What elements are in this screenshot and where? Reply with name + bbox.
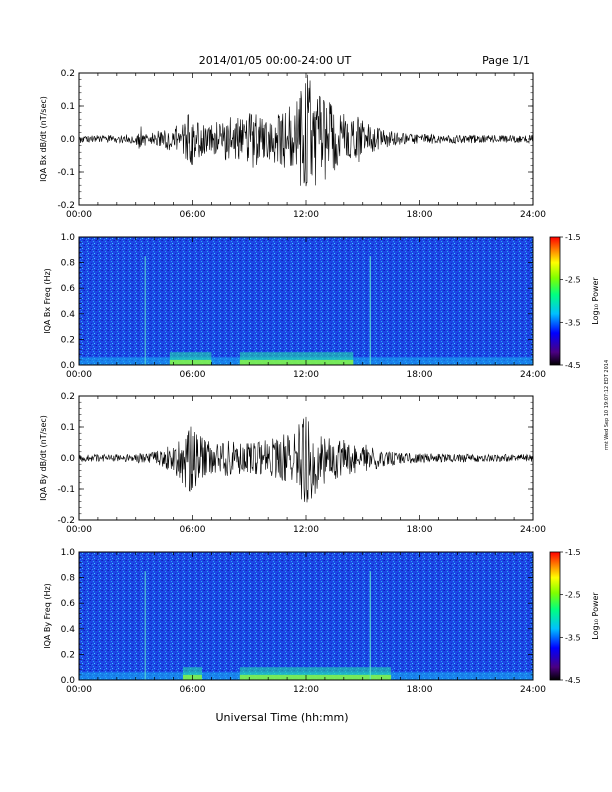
- y-axis-label: IQA Bx dB/dt (nT/sec): [39, 96, 48, 182]
- x-tick-labels: 00:00 06:00 12:00 18:00 24:00: [66, 525, 546, 535]
- trace: [78, 416, 534, 503]
- panel-by-dbdt: 0.2 0.1 0.0 -0.1 -0.2 00:00 06:00 12:00 18:00 24…: [39, 392, 546, 535]
- y-tick-labels: 0.2 0.1 0.0 -0.1 -0.2: [57, 392, 75, 526]
- x-tick-label: 06:00: [180, 370, 206, 380]
- x-tick-label: 00:00: [66, 370, 92, 380]
- trace: [78, 74, 534, 187]
- colorbar-tick-label: -2.5: [565, 591, 581, 600]
- colorbar-gradient: [549, 551, 561, 681]
- x-tick-labels: 00:00 06:00 12:00 18:00 24:00: [66, 685, 546, 695]
- colorbar-tick-label: -2.5: [565, 276, 581, 285]
- panel-bx-dbdt: 0.2 0.1 0.0 -0.1 -0.2 00:00 06:00 12:00 18:00 24…: [39, 69, 546, 220]
- x-tick-label: 18:00: [407, 525, 433, 535]
- ticks: [78, 551, 534, 681]
- y-tick-label: 0.0: [61, 454, 76, 464]
- y-tick-label: 0.2: [61, 69, 75, 79]
- x-tick-label: 12:00: [293, 685, 319, 695]
- ticks: [78, 72, 534, 206]
- colorbar-tick-labels: -1.5 -2.5 -3.5 -4.5: [560, 233, 581, 370]
- y-tick-label: 1.0: [61, 233, 76, 243]
- colorbar-tick-labels: -1.5 -2.5 -3.5 -4.5: [560, 548, 581, 685]
- x-tick-label: 18:00: [407, 210, 433, 220]
- x-tick-label: 06:00: [180, 525, 206, 535]
- x-tick-label: 00:00: [66, 210, 92, 220]
- activity-core: [239, 674, 392, 680]
- spectrogram-area: [79, 237, 533, 365]
- x-tick-label: 00:00: [66, 685, 92, 695]
- y-tick-label: 0.2: [61, 335, 75, 345]
- y-tick-label: 0.4: [61, 625, 76, 635]
- x-tick-label: 12:00: [293, 525, 319, 535]
- colorbar-tick-label: -1.5: [565, 233, 581, 242]
- y-axis-label: IQA By dB/dt (nT/sec): [39, 415, 48, 501]
- colorbar-tick-label: -3.5: [565, 318, 581, 327]
- figure-title: 2014/01/05 00:00-24:00 UT: [199, 54, 352, 67]
- y-tick-label: 0.6: [61, 599, 76, 609]
- y-tick-labels: 0.2 0.1 0.0 -0.1 -0.2: [57, 69, 75, 211]
- x-tick-label: 18:00: [407, 685, 433, 695]
- ticks: [78, 236, 534, 366]
- data-trace: [78, 416, 534, 503]
- generation-stamp: rmt Wed Sep 10 19:07:12 EDT 2014: [604, 360, 610, 450]
- x-tick-labels: 00:00 06:00 12:00 18:00 24:00: [66, 210, 546, 220]
- x-tick-label: 06:00: [180, 685, 206, 695]
- y-tick-label: 0.4: [61, 310, 76, 320]
- y-tick-labels: 1.0 0.8 0.6 0.4 0.2 0.0: [61, 548, 76, 686]
- x-tick-label: 24:00: [520, 370, 546, 380]
- colorbar-gradient: [549, 236, 561, 366]
- activity-core: [169, 359, 212, 365]
- colorbar: -1.5 -2.5 -3.5 -4.5 Log₁₀ Power: [549, 548, 600, 685]
- y-axis-label: IQA Bx Freq (Hz): [43, 268, 52, 334]
- colorbar: -1.5 -2.5 -3.5 -4.5 Log₁₀ Power: [549, 233, 600, 370]
- x-tick-label: 06:00: [180, 210, 206, 220]
- colorbar-label: Log₁₀ Power: [591, 592, 600, 640]
- x-tick-labels: 00:00 06:00 12:00 18:00 24:00: [66, 370, 546, 380]
- y-tick-label: 0.1: [61, 102, 75, 112]
- y-tick-label: 0.0: [61, 135, 76, 145]
- y-tick-label: 0.0: [61, 676, 76, 686]
- y-tick-label: 0.8: [61, 574, 76, 584]
- y-tick-label: -0.1: [57, 168, 75, 178]
- x-tick-label: 24:00: [520, 685, 546, 695]
- x-tick-label: 12:00: [293, 210, 319, 220]
- x-tick-label: 24:00: [520, 525, 546, 535]
- panel-by-spectrogram: 1.0 0.8 0.6 0.4 0.2 0.0 00:00 06:00 12:00 18:00 2…: [43, 548, 600, 695]
- colorbar-tick-label: -4.5: [565, 676, 581, 685]
- panel-bx-spectrogram: 1.0 0.8 0.6 0.4 0.2 0.0 00:00 06:00 12:00 18:00 2…: [43, 233, 600, 380]
- y-tick-label: 0.1: [61, 423, 75, 433]
- x-tick-label: 18:00: [407, 370, 433, 380]
- y-tick-label: 0.2: [61, 650, 75, 660]
- colorbar-tick-label: -4.5: [565, 361, 581, 370]
- activity-core: [239, 359, 354, 365]
- y-tick-label: 0.8: [61, 259, 76, 269]
- x-axis-title: Universal Time (hh:mm): [216, 711, 349, 724]
- y-tick-label: 0.2: [61, 392, 75, 402]
- colorbar-tick-label: -3.5: [565, 633, 581, 642]
- ticks: [78, 395, 534, 521]
- page-indicator: Page 1/1: [482, 54, 530, 67]
- y-tick-label: -0.2: [57, 516, 75, 526]
- x-tick-label: 12:00: [293, 370, 319, 380]
- colorbar-tick-label: -1.5: [565, 548, 581, 557]
- y-tick-label: 1.0: [61, 548, 76, 558]
- y-tick-label: -0.2: [57, 201, 75, 211]
- y-tick-label: 0.0: [61, 361, 76, 371]
- data-trace: [78, 74, 534, 187]
- colorbar-label: Log₁₀ Power: [591, 277, 600, 325]
- y-tick-label: 0.6: [61, 284, 76, 294]
- y-tick-labels: 1.0 0.8 0.6 0.4 0.2 0.0: [61, 233, 76, 371]
- x-tick-label: 24:00: [520, 210, 546, 220]
- spectrogram-area: [79, 552, 533, 680]
- y-tick-label: -0.1: [57, 485, 75, 495]
- x-tick-label: 00:00: [66, 525, 92, 535]
- y-axis-label: IQA By Freq (Hz): [43, 583, 52, 649]
